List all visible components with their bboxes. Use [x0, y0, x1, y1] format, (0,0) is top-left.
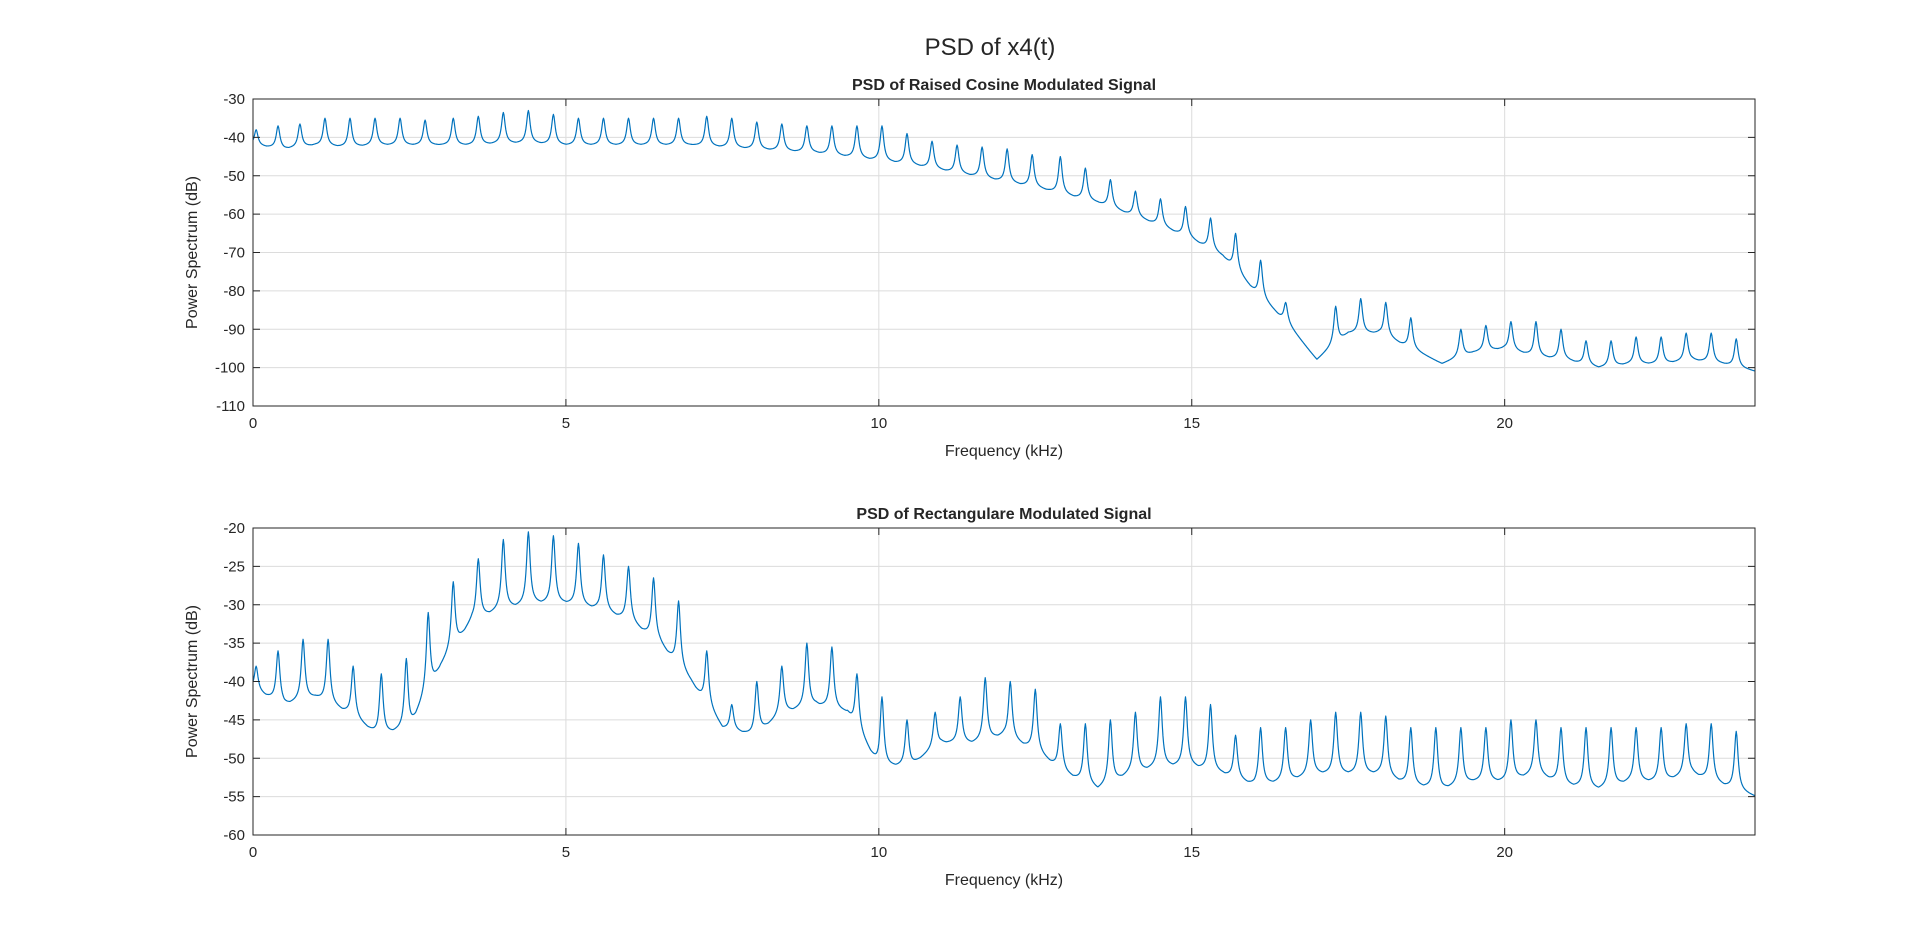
axes-rectangular: 0 5 10 15 20 -60 -55 -50 -45 -40 -35 -30 -25 -20 PSD o… — [184, 506, 1756, 889]
y-tick-label: -30 — [223, 91, 245, 108]
series-line — [252, 531, 1756, 797]
x-axis: 0 5 10 15 20 — [249, 528, 1513, 861]
y-tick-label: -25 — [223, 558, 245, 575]
x-tick-label: 5 — [562, 844, 570, 861]
y-tick-label: -50 — [223, 168, 245, 185]
y-tick-label: -40 — [223, 129, 245, 146]
y-tick-label: -55 — [223, 789, 245, 806]
y-tick-label: -35 — [223, 635, 245, 652]
x-tick-label: 0 — [249, 844, 257, 861]
y-axis-label: Power Spectrum (dB) — [184, 605, 201, 758]
x-tick-label: 5 — [562, 415, 570, 432]
x-tick-label: 15 — [1183, 415, 1200, 432]
axes-title: PSD of Rectangulare Modulated Signal — [856, 506, 1151, 523]
y-axis-label: Power Spectrum (dB) — [184, 176, 201, 329]
x-tick-label: 15 — [1183, 844, 1200, 861]
axes-raised-cosine: 0 5 10 15 20 -110 -100 -90 -80 -70 -60 -50 -40 -30 PSD… — [184, 77, 1756, 460]
y-tick-label: -90 — [223, 321, 245, 338]
series-line — [252, 109, 1756, 372]
x-tick-label: 0 — [249, 415, 257, 432]
figure-title: PSD of x4(t) — [925, 34, 1056, 61]
y-tick-label: -30 — [223, 597, 245, 614]
x-tick-label: 20 — [1496, 415, 1513, 432]
y-tick-label: -60 — [223, 827, 245, 844]
y-tick-label: -20 — [223, 520, 245, 537]
x-axis-label: Frequency (kHz) — [945, 872, 1063, 889]
y-tick-label: -100 — [215, 360, 245, 377]
x-tick-label: 10 — [870, 844, 887, 861]
y-tick-label: -50 — [223, 750, 245, 767]
y-tick-label: -110 — [216, 398, 245, 415]
y-tick-label: -80 — [223, 283, 245, 300]
y-tick-label: -40 — [223, 674, 245, 691]
y-tick-label: -60 — [223, 206, 245, 223]
x-tick-label: 10 — [870, 415, 887, 432]
y-tick-label: -45 — [223, 712, 245, 729]
x-axis: 0 5 10 15 20 — [249, 99, 1513, 432]
y-axis: -110 -100 -90 -80 -70 -60 -50 -40 -30 — [215, 91, 1755, 415]
y-tick-label: -70 — [223, 245, 245, 262]
axes-title: PSD of Raised Cosine Modulated Signal — [852, 77, 1156, 94]
x-axis-label: Frequency (kHz) — [945, 443, 1063, 460]
y-axis: -60 -55 -50 -45 -40 -35 -30 -25 -20 — [223, 520, 1755, 844]
x-tick-label: 20 — [1496, 844, 1513, 861]
